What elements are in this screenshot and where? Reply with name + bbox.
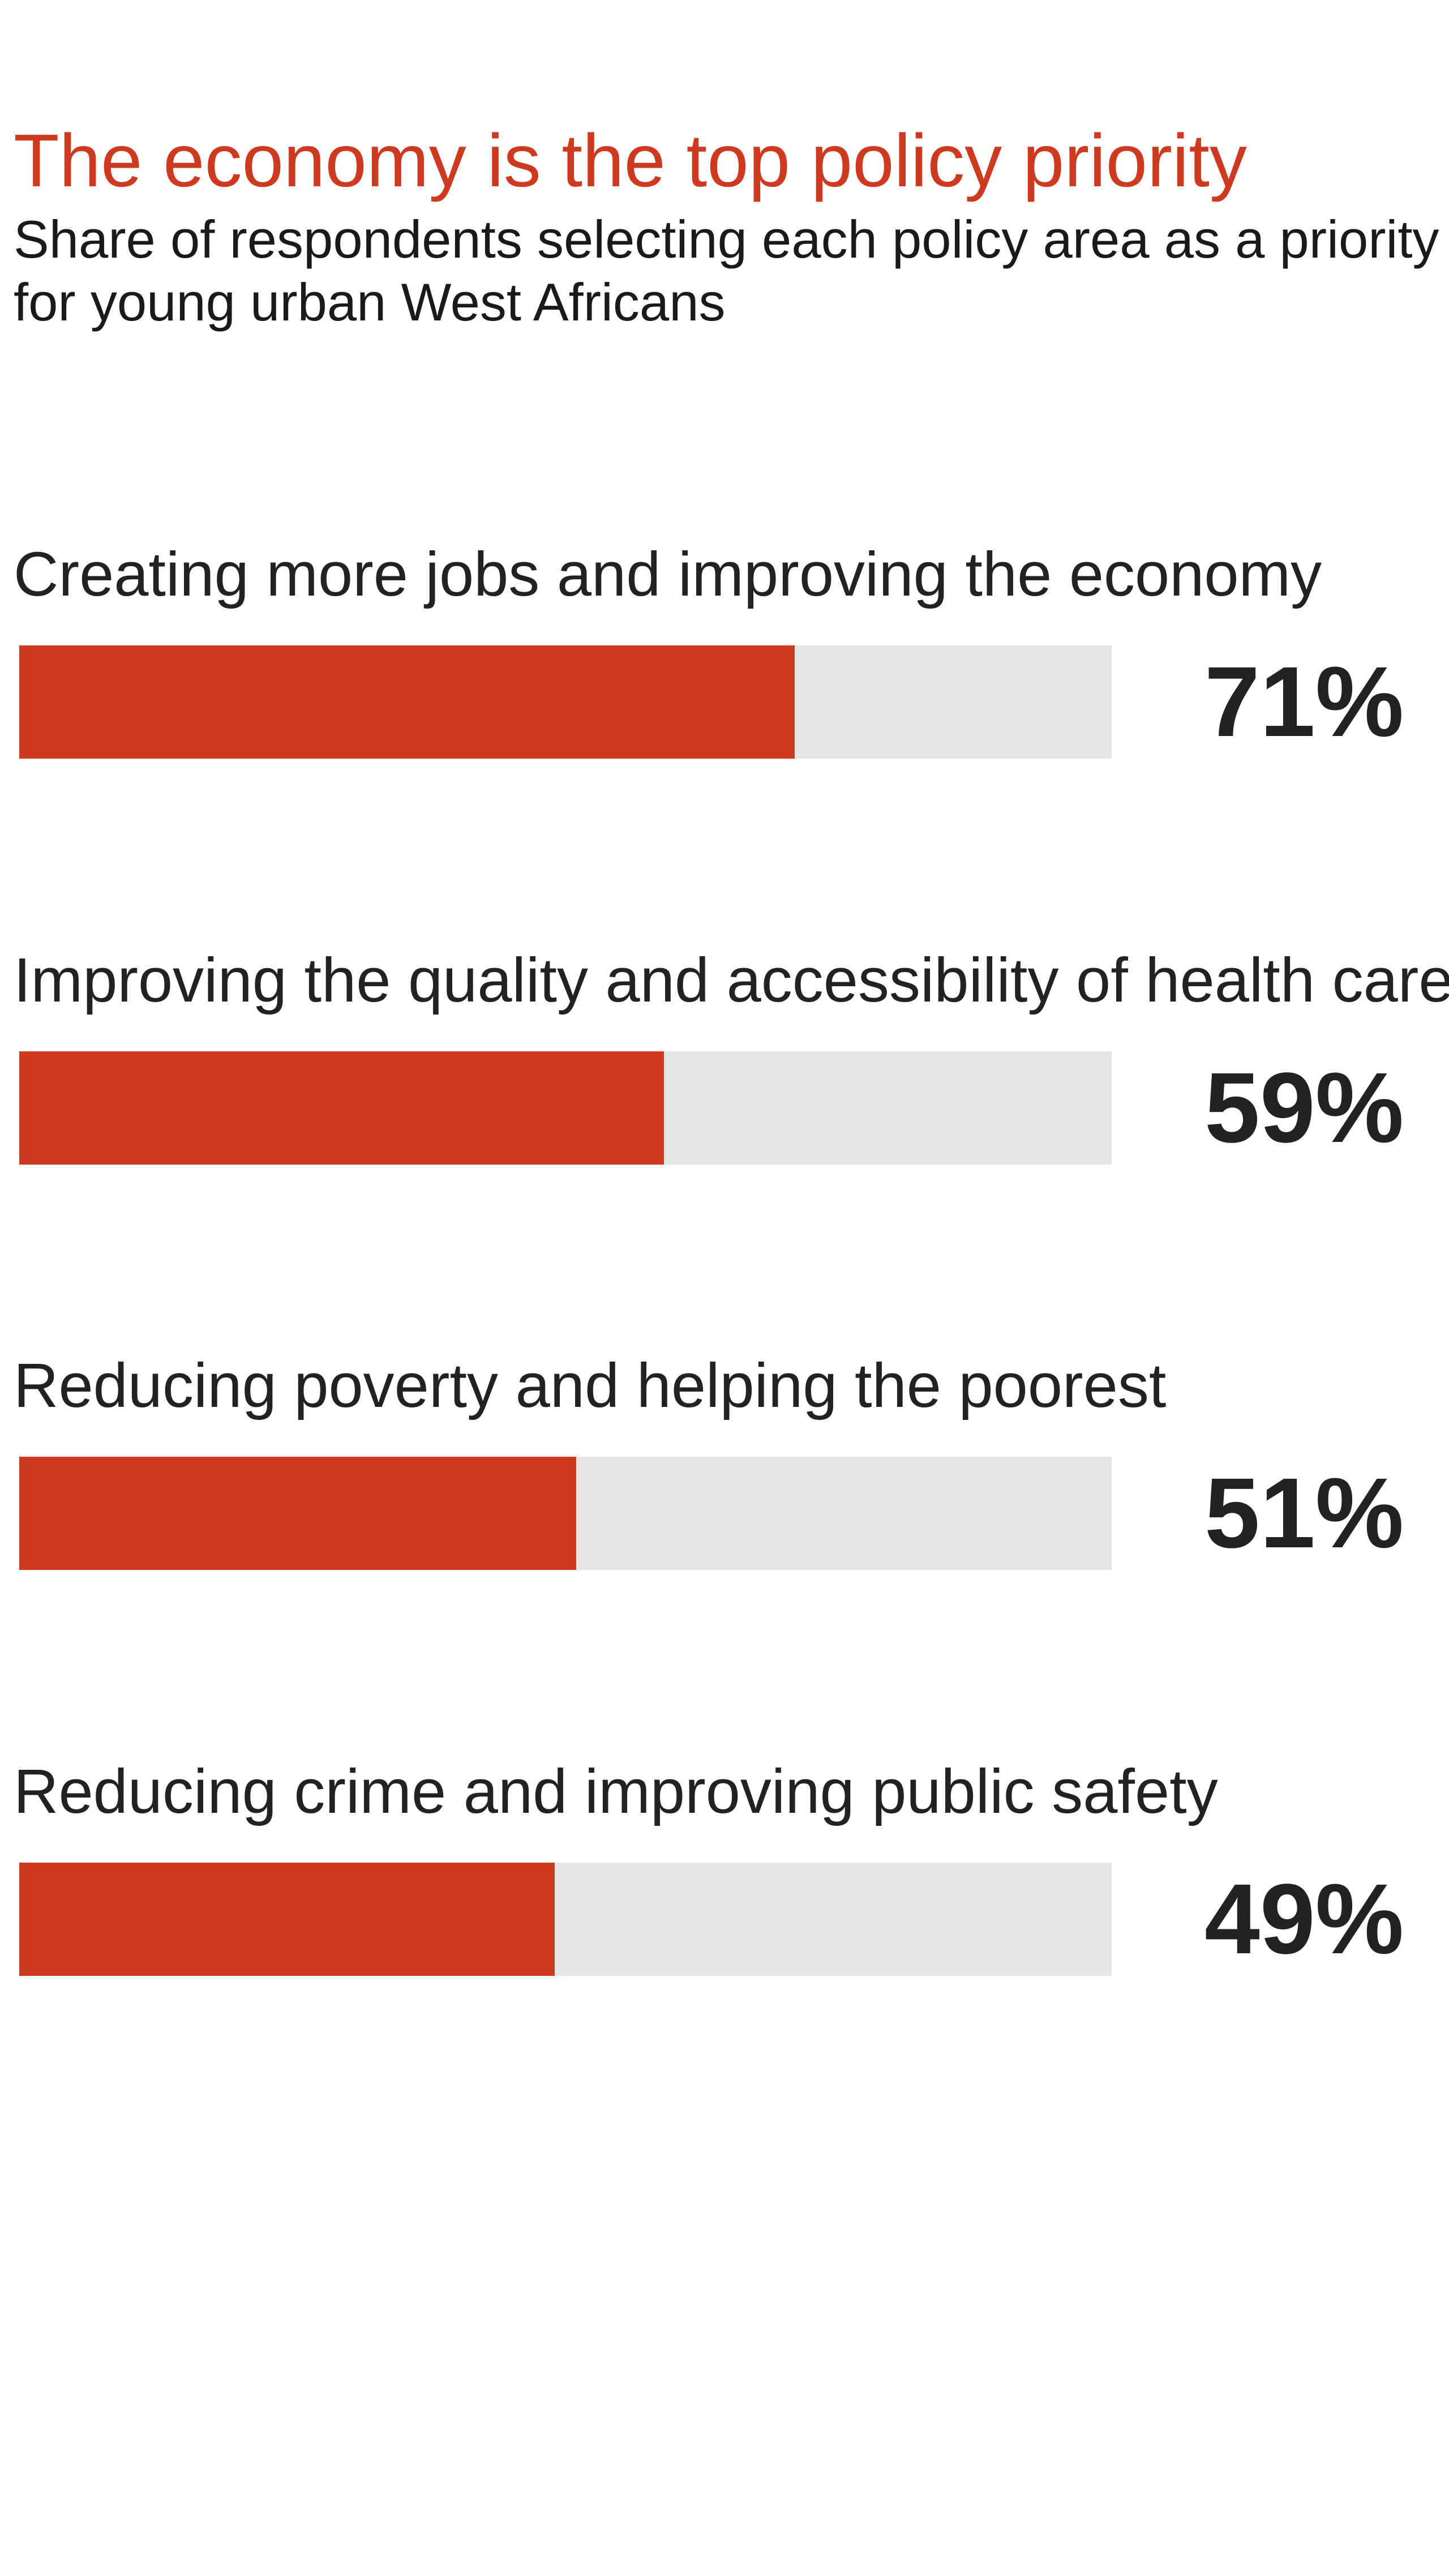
bar-fill [19,645,795,759]
bar-track [19,1051,1112,1165]
value-label: 71% [1204,647,1404,758]
bar-fill [19,1051,664,1165]
value-label: 49% [1204,1864,1404,1975]
category-label: Reducing crime and improving public safe… [14,1757,1218,1826]
bar-row-health-care: Improving the quality and accessibility … [0,949,1449,1187]
chart-subtitle: Share of respondents selecting each poli… [14,209,1439,332]
category-label: Reducing poverty and helping the poorest [14,1351,1167,1420]
bar-track [19,645,1112,759]
bar-fill [19,1863,555,1976]
category-label: Improving the quality and accessibility … [14,945,1449,1015]
value-label: 59% [1204,1052,1404,1163]
bar-track [19,1863,1112,1976]
bar-fill [19,1457,577,1570]
category-label: Creating more jobs and improving the eco… [14,540,1322,609]
bar-row-jobs-economy: Creating more jobs and improving the eco… [0,544,1449,781]
chart-title: The economy is the top policy priority [14,119,1247,202]
bar-row-poverty: Reducing poverty and helping the poorest… [0,1355,1449,1593]
value-label: 51% [1204,1458,1404,1569]
bar-track [19,1457,1112,1570]
bar-row-crime-safety: Reducing crime and improving public safe… [0,1761,1449,1999]
